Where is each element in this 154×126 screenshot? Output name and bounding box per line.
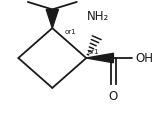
Text: O: O [109, 90, 118, 103]
Polygon shape [46, 9, 58, 28]
Text: NH₂: NH₂ [87, 10, 110, 23]
Text: OH: OH [135, 52, 153, 65]
Text: or1: or1 [65, 29, 76, 35]
Polygon shape [86, 53, 113, 63]
Text: or1: or1 [88, 49, 99, 55]
